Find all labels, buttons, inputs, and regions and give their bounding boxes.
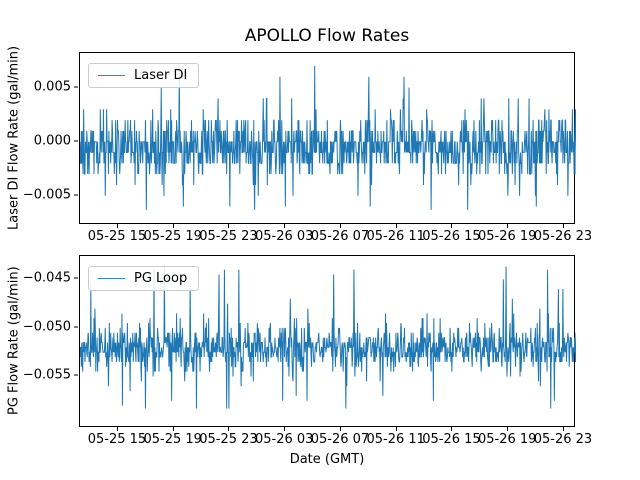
x-axis-label: Date (GMT) (289, 452, 365, 467)
x-tick-label: 05-25 15 (87, 229, 147, 244)
y-tick-label: −0.050 (22, 319, 71, 335)
x-tick-mark (451, 427, 453, 431)
x-tick-mark (395, 224, 397, 228)
pg-loop-line-series (80, 266, 576, 409)
x-tick-mark (395, 427, 397, 431)
x-tick-label: 05-26 23 (533, 432, 593, 447)
laser-di-line-series (80, 65, 576, 210)
x-tick-mark (339, 427, 341, 431)
y-tick-label: −0.005 (22, 187, 71, 203)
y-tick-mark (74, 374, 78, 376)
x-tick-label: 05-26 07 (310, 229, 370, 244)
y-tick-mark (74, 277, 78, 279)
x-tick-label: 05-26 11 (366, 432, 425, 447)
y-tick-mark (74, 326, 78, 328)
x-tick-label: 05-25 19 (143, 229, 202, 244)
legend-line-sample-icon (98, 75, 125, 76)
y-axis-label-laser-di: Laser DI Flow Rate (gal/min) (6, 45, 22, 231)
legend-laser-di: Laser DI (88, 63, 200, 88)
x-tick-mark (507, 427, 509, 431)
subplot-laser-di: Laser DI (79, 52, 576, 224)
subplot-pg-loop: PG Loop (79, 255, 576, 427)
x-tick-mark (172, 427, 174, 431)
x-tick-label: 05-25 23 (199, 229, 258, 244)
x-tick-label: 05-26 15 (422, 229, 481, 244)
x-tick-label: 05-25 19 (143, 432, 202, 447)
x-tick-mark (562, 427, 564, 431)
x-tick-mark (172, 224, 174, 228)
y-tick-mark (74, 194, 78, 196)
y-tick-mark (74, 140, 78, 142)
y-tick-label: 0.005 (33, 79, 71, 95)
x-tick-label: 05-26 03 (254, 432, 314, 447)
x-tick-mark (228, 224, 230, 228)
x-tick-mark (228, 427, 230, 431)
legend-label-pg-loop: PG Loop (134, 271, 188, 286)
x-tick-mark (562, 224, 564, 228)
legend-pg-loop: PG Loop (88, 266, 200, 291)
y-tick-label: 0.000 (33, 133, 71, 149)
x-tick-mark (116, 427, 118, 431)
chart-title: APOLLO Flow Rates (244, 26, 410, 46)
x-tick-mark (284, 224, 286, 228)
x-tick-label: 05-26 15 (422, 432, 481, 447)
x-tick-mark (339, 224, 341, 228)
y-tick-label: −0.055 (22, 367, 71, 383)
x-tick-label: 05-25 23 (199, 432, 258, 447)
x-tick-label: 05-26 07 (310, 432, 370, 447)
x-tick-label: 05-26 11 (366, 229, 425, 244)
x-tick-label: 05-26 03 (254, 229, 314, 244)
x-tick-mark (116, 224, 118, 228)
x-tick-label: 05-25 15 (87, 432, 147, 447)
legend-label-laser-di: Laser DI (134, 68, 188, 83)
legend-line-sample-icon (98, 278, 125, 279)
x-tick-label: 05-26 19 (477, 432, 537, 447)
x-tick-mark (507, 224, 509, 228)
y-axis-label-pg: PG Flow Rate (gal/min) (6, 266, 22, 416)
y-tick-mark (74, 86, 78, 88)
x-tick-mark (284, 427, 286, 431)
x-tick-label: 05-26 19 (477, 229, 537, 244)
y-tick-label: −0.045 (22, 270, 71, 286)
x-tick-label: 05-26 23 (533, 229, 593, 244)
x-tick-mark (451, 224, 453, 228)
